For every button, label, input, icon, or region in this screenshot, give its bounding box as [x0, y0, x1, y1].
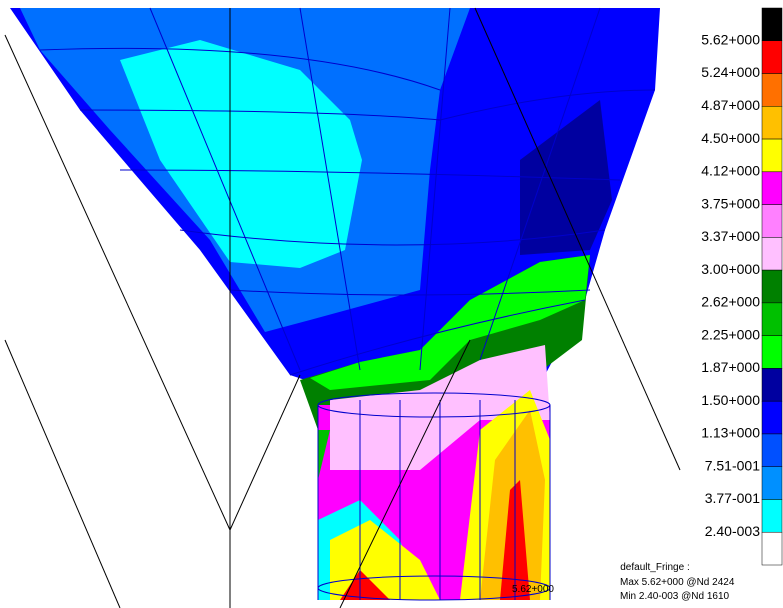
legend-swatch — [762, 74, 782, 107]
legend-label: 3.77-001 — [705, 490, 760, 506]
footer-title: default_Fringe : — [620, 562, 690, 573]
legend-label: 5.62+000 — [701, 31, 760, 47]
legend-label: 4.87+000 — [701, 97, 760, 113]
legend-swatch — [762, 237, 782, 270]
legend-swatch — [762, 8, 782, 41]
legend-swatch — [762, 139, 782, 172]
legend-label: 2.40-003 — [705, 523, 760, 539]
legend-swatch — [762, 270, 782, 303]
legend-swatch — [762, 499, 782, 532]
legend-label: 3.37+000 — [701, 228, 760, 244]
viewport: 5.62+000 5.62+000 5.24+000 4.87+000 4.50+00… — [0, 0, 783, 608]
legend-swatch — [762, 336, 782, 369]
footer-min: Min 2.40-003 @Nd 1610 — [620, 591, 730, 602]
legend-swatch — [762, 303, 782, 336]
legend-swatch — [762, 368, 782, 401]
legend-swatch — [762, 172, 782, 205]
legend-label: 4.50+000 — [701, 130, 760, 146]
legend-label: 3.75+000 — [701, 195, 760, 211]
legend-label: 1.87+000 — [701, 359, 760, 375]
footer-max: Max 5.62+000 @Nd 2424 — [620, 577, 735, 588]
legend-label: 3.00+000 — [701, 261, 760, 277]
legend-swatch — [762, 41, 782, 74]
legend-swatch — [762, 467, 782, 500]
legend-label: 5.24+000 — [701, 64, 760, 80]
legend-swatch — [762, 401, 782, 434]
legend-swatch — [762, 106, 782, 139]
legend-label: 7.51-001 — [705, 457, 760, 473]
legend-swatch — [762, 434, 782, 467]
legend-swatch — [762, 532, 782, 565]
legend-label: 1.13+000 — [701, 425, 760, 441]
legend-swatch — [762, 205, 782, 238]
legend-label: 1.50+000 — [701, 392, 760, 408]
max-annotation: 5.62+000 — [512, 584, 554, 595]
legend-label: 2.62+000 — [701, 294, 760, 310]
legend-label: 2.25+000 — [701, 326, 760, 342]
legend-label: 4.12+000 — [701, 163, 760, 179]
